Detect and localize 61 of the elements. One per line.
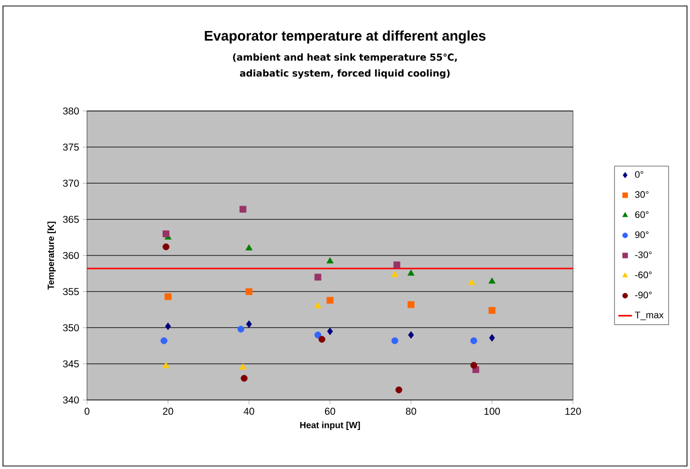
point xyxy=(162,362,170,368)
x-tick-label: 40 xyxy=(244,408,254,415)
point xyxy=(246,288,252,296)
y-tick-label: 375 xyxy=(62,144,79,151)
chart-title: Evaporator temperature at different angles xyxy=(204,30,486,44)
point xyxy=(314,274,322,281)
point xyxy=(162,230,170,238)
x-tick-label: 20 xyxy=(162,408,174,415)
point xyxy=(391,270,398,278)
point xyxy=(488,277,496,284)
y-tick-label: 365 xyxy=(62,216,79,223)
point xyxy=(165,322,171,330)
legend-label: T_max xyxy=(634,312,664,320)
x-tick-label: 0 xyxy=(84,408,90,415)
chart-subtitle: (ambient and heat sink temperature 55℃, adiabatic system, forced liquid cooling) xyxy=(233,53,457,79)
x-tick-label: 100 xyxy=(484,408,500,415)
point xyxy=(408,301,414,308)
point xyxy=(314,302,322,308)
point xyxy=(239,363,246,370)
point xyxy=(470,337,478,344)
y-tick-label: 350 xyxy=(62,324,79,332)
y-tick-label: 380 xyxy=(62,107,79,115)
legend-label: 0° xyxy=(635,171,644,178)
point xyxy=(314,332,322,338)
point xyxy=(468,278,476,286)
point xyxy=(240,374,248,382)
legend-label: 90° xyxy=(635,231,648,238)
legend-label: 30° xyxy=(635,191,648,198)
point xyxy=(238,326,244,333)
x-tick-label: 80 xyxy=(406,408,416,415)
x-axis-title: Heat input [W] xyxy=(300,422,360,430)
y-tick-label: 370 xyxy=(62,180,79,187)
point xyxy=(393,261,400,268)
point xyxy=(408,331,414,339)
point xyxy=(326,296,334,304)
point xyxy=(164,293,172,300)
legend-label: -30° xyxy=(635,251,652,258)
x-tick-label: 120 xyxy=(565,408,581,415)
y-axis-title: Temperature [K] xyxy=(47,222,56,290)
point xyxy=(395,386,402,394)
x-tick-label: 60 xyxy=(324,408,336,415)
point xyxy=(391,337,398,344)
point xyxy=(246,320,252,328)
y-tick-label: 340 xyxy=(62,396,79,404)
legend-label: 60° xyxy=(635,211,648,218)
point xyxy=(246,244,252,250)
y-tick-label: 355 xyxy=(62,288,79,296)
point xyxy=(489,334,495,342)
y-tick-label: 345 xyxy=(62,360,79,368)
point xyxy=(162,243,170,250)
point xyxy=(488,306,496,314)
point xyxy=(160,337,168,344)
point xyxy=(408,270,414,276)
legend-label: -60° xyxy=(635,272,652,278)
point xyxy=(240,206,246,213)
point xyxy=(326,257,334,264)
point xyxy=(327,328,333,336)
legend-label: -90° xyxy=(635,292,652,298)
point xyxy=(318,336,326,343)
point xyxy=(470,362,478,369)
y-tick-label: 360 xyxy=(62,252,79,260)
